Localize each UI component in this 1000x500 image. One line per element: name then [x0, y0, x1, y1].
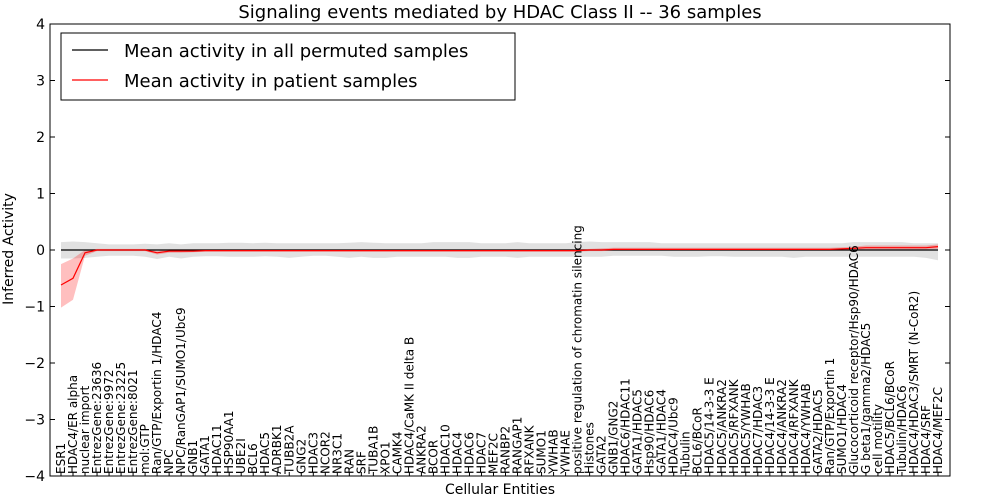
x-tick-label: RANBP2 — [499, 426, 513, 474]
x-tick-label: GATA1 — [198, 435, 212, 474]
x-tick-label: Glucocorticoid receptor/Hsp90/HDAC6 — [847, 245, 861, 474]
x-tick-label: ADRBK1 — [270, 424, 284, 474]
x-tick-label: BCOR — [426, 440, 440, 474]
x-tick-label: HDAC7/HDAC3 — [751, 386, 765, 474]
y-tick-label: −2 — [24, 356, 45, 372]
x-tick-label: ANKRA2 — [414, 425, 428, 474]
x-axis-label: Cellular Entities — [445, 482, 555, 498]
x-tick-label: Histones — [583, 422, 597, 474]
x-tick-label: SUMO1 — [535, 430, 549, 474]
x-tick-label: HDAC4 — [450, 432, 464, 474]
x-tick-label: cell motility — [871, 404, 885, 474]
x-tick-label: NCOR2 — [318, 431, 332, 474]
y-tick-label: 2 — [36, 130, 45, 146]
legend-label-patient: Mean activity in patient samples — [124, 71, 418, 92]
x-tick-label: GNG2 — [294, 439, 308, 474]
x-tick-label: HDAC3 — [306, 432, 320, 474]
x-tick-label: HSP90AA1 — [222, 410, 236, 474]
legend-label-permuted: Mean activity in all permuted samples — [124, 41, 468, 62]
y-tick-label: −1 — [24, 300, 45, 316]
x-tick-label: GNB1/GNG2 — [607, 401, 621, 474]
x-tick-label: HDAC4/MEF2C — [931, 387, 945, 474]
x-tick-label: HDAC5 — [258, 432, 272, 474]
x-tick-label: YWHAE — [559, 430, 573, 475]
x-tick-label: GATA1/HDAC4 — [655, 389, 669, 474]
y-tick-label: 0 — [36, 243, 45, 259]
x-tick-label: EntrezGene:23636 — [90, 362, 104, 474]
x-tick-label: HDAC4/RFXANK — [787, 378, 801, 474]
x-tick-label: UBE2I — [234, 438, 248, 474]
x-tick-label: HDAC4/ANKRA2 — [775, 379, 789, 474]
x-tick-label: HDAC4/ER alpha — [66, 375, 80, 474]
y-tick-label: 4 — [36, 17, 45, 33]
x-tick-label: positive regulation of chromatin silenci… — [571, 225, 585, 474]
x-tick-label: HDAC4/SRF — [919, 405, 933, 474]
y-tick-label: −3 — [24, 413, 45, 429]
x-tick-label: Tubulin/HDAC6 — [895, 385, 909, 475]
x-tick-label: nuclear import — [78, 385, 92, 474]
x-tick-label: NPC — [162, 449, 176, 474]
y-axis: −4 −3 −2 −1 0 1 2 3 4 — [24, 17, 950, 485]
x-tick-label: HDAC6/HDAC11 — [619, 378, 633, 474]
x-tick-label: EntrezGene:23225 — [114, 362, 128, 474]
x-tick-label: HDAC4/CaMK II delta B — [402, 337, 416, 474]
x-tick-label: GATA2 — [595, 435, 609, 474]
x-tick-label: HDAC6 — [462, 432, 476, 474]
x-tick-label: HDAC5/RFXANK — [727, 378, 741, 474]
x-tick-label: XPO1 — [378, 441, 392, 474]
x-tick-label: SRF — [354, 451, 368, 474]
x-tick-label: YWHAB — [547, 429, 561, 475]
x-tick-label: MEF2C — [486, 433, 500, 474]
x-tick-label: TUBB2A — [282, 425, 296, 475]
x-tick-label: RAN — [342, 449, 356, 474]
x-tick-label: CAMK4 — [390, 432, 404, 474]
x-tick-label: HDAC5/YWHAB — [739, 383, 753, 474]
x-tick-label: Hsp90/HDAC6 — [643, 390, 657, 474]
x-tick-label: RFXANK — [523, 424, 537, 474]
y-axis-label: Inferred Activity — [1, 193, 17, 305]
x-tick-label: HDAC10 — [438, 424, 452, 474]
chart-title: Signaling events mediated by HDAC Class … — [238, 2, 761, 23]
x-tick-label: Ran/GTP/Exportin 1/HDAC4 — [150, 312, 164, 474]
y-tick-label: −4 — [24, 469, 45, 485]
x-tick-label: HDAC4/YWHAB — [799, 383, 813, 474]
x-tick-label: NPC/RanGAP1/SUMO1/Ubc9 — [174, 307, 188, 474]
x-tick-label: BCL6 — [246, 443, 260, 474]
x-tick-label: NR3C1 — [330, 433, 344, 474]
x-tick-label: HDAC4/HDAC3/SMRT (N-CoR2) — [907, 291, 921, 474]
x-tick-label: GNB1 — [186, 440, 200, 474]
x-tick-label: GATA1/HDAC5 — [631, 389, 645, 474]
x-tick-label: HDAC5/ANKRA2 — [715, 379, 729, 474]
line-patient-mean — [60, 246, 939, 286]
x-tick-label: GATA2/HDAC5 — [811, 389, 825, 474]
x-tick-label: HDAC11 — [210, 424, 224, 474]
x-tick-label: mol:GTP — [138, 424, 152, 474]
legend: Mean activity in all permuted samples Me… — [60, 32, 516, 101]
x-tick-label: HDAC5/BCL6/BCoR — [883, 361, 897, 474]
x-tick-label: HDAC5/14-3-3 E — [703, 377, 717, 474]
y-tick-label: 3 — [36, 74, 45, 90]
x-tick-label: G beta1/gamma2/HDAC5 — [859, 323, 873, 474]
x-tick-label: RANGAP1 — [511, 417, 525, 474]
x-tick-label: HDAC4/Ubc9 — [667, 397, 681, 474]
x-tick-label: HDAC4/14-3-3 E — [763, 377, 777, 474]
x-tick-label: HDAC7 — [474, 432, 488, 474]
y-tick-label: 1 — [36, 187, 45, 203]
x-tick-label: Tubulin — [679, 431, 693, 475]
legend-box — [60, 32, 516, 101]
series-lines — [60, 246, 939, 286]
x-tick-label: EntrezGene:8021 — [126, 370, 140, 475]
x-tick-label: EntrezGene:9972 — [102, 370, 116, 475]
x-tick-label: BCL6/BCoR — [691, 407, 705, 474]
x-tick-label: TUBA1B — [366, 426, 380, 475]
x-tick-label: Ran/GTP/Exportin 1 — [823, 358, 837, 474]
x-tick-label: SUMO1/HDAC4 — [835, 384, 849, 474]
x-tick-label: ESR1 — [54, 443, 68, 474]
